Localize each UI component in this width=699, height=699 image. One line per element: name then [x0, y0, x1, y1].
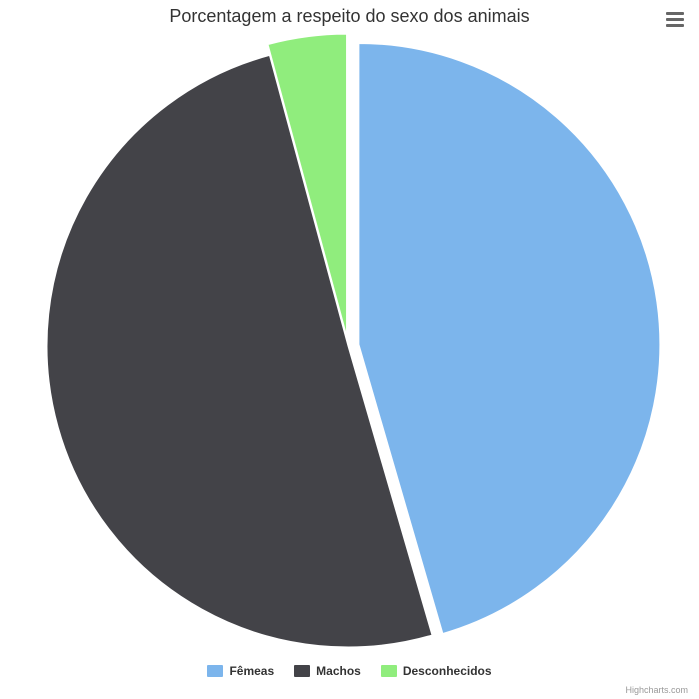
legend-label-desconhecidos: Desconhecidos — [402, 664, 492, 678]
credit-link[interactable]: Highcharts.com — [625, 685, 688, 695]
hamburger-menu-icon[interactable] — [666, 12, 686, 30]
legend-swatch-machos — [294, 665, 311, 677]
menu-bar-top — [666, 12, 684, 15]
legend-swatch-desconhecidos — [380, 665, 397, 677]
legend-label-femeas: Fêmeas — [229, 664, 275, 678]
legend: Fêmeas Machos Desconhecidos — [0, 664, 699, 678]
legend-item-machos[interactable]: Machos — [294, 664, 361, 678]
menu-bar-bottom — [666, 24, 684, 27]
legend-item-femeas[interactable]: Fêmeas — [207, 664, 274, 678]
legend-swatch-femeas — [207, 665, 224, 677]
pie-slice-femeas[interactable] — [358, 42, 661, 635]
legend-item-desconhecidos[interactable]: Desconhecidos — [380, 664, 492, 678]
chart-title: Porcentagem a respeito do sexo dos anima… — [169, 6, 530, 26]
pie-slice-desconhecidos[interactable] — [267, 33, 348, 336]
menu-bar-middle — [666, 18, 684, 21]
legend-label-machos: Machos — [316, 664, 361, 678]
pie-slice-machos[interactable] — [46, 54, 433, 648]
